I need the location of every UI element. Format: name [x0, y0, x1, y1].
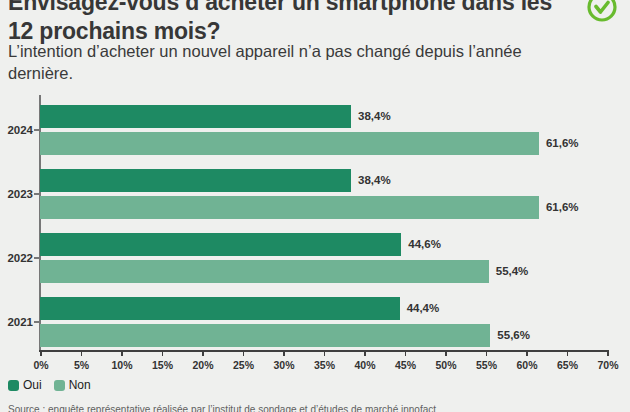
- x-tick-label-30%: 30%: [266, 359, 302, 371]
- legend-item-non: Non: [54, 378, 91, 392]
- bar-oui-2024: [40, 105, 351, 128]
- x-tick-label-60%: 60%: [509, 359, 545, 371]
- legend-label-non: Non: [69, 378, 91, 392]
- plot-area: 2024 38,4% 61,6% 2023 38,4% 61,6% 2022 44,6% 55,…: [0, 95, 630, 375]
- x-tick-0%: [40, 350, 42, 356]
- bar-non-2023: [40, 196, 539, 219]
- bar-value-non-2024: 61,6%: [546, 137, 579, 150]
- bar-oui-2023: [40, 169, 351, 192]
- year-tick-2024: [34, 129, 39, 131]
- x-tick-label-65%: 65%: [550, 359, 586, 371]
- x-tick-label-15%: 15%: [145, 359, 181, 371]
- bar-non-2022: [40, 260, 489, 283]
- x-tick-25%: [243, 350, 245, 356]
- legend-marker-oui: [8, 380, 19, 391]
- source-note: Source : enquête représentative réalisée…: [8, 404, 628, 412]
- year-label-2022: 2022: [0, 251, 33, 265]
- x-tick-65%: [567, 350, 569, 356]
- x-tick-30%: [283, 350, 285, 356]
- x-tick-5%: [81, 350, 83, 356]
- year-tick-2022: [34, 257, 39, 259]
- bar-non-2024: [40, 132, 539, 155]
- bar-value-oui-2024: 38,4%: [358, 110, 391, 123]
- bar-value-oui-2021: 44,4%: [407, 302, 440, 315]
- bar-value-non-2021: 55,6%: [497, 329, 530, 342]
- legend-label-oui: Oui: [23, 378, 42, 392]
- year-label-2023: 2023: [0, 187, 33, 201]
- x-tick-10%: [121, 350, 123, 356]
- year-label-2024: 2024: [0, 123, 33, 137]
- chart-legend: Oui Non: [8, 378, 91, 392]
- bar-oui-2021: [40, 297, 400, 320]
- x-tick-label-50%: 50%: [428, 359, 464, 371]
- infographic: Envisagez-vous d’acheter un smartphone d…: [0, 0, 630, 412]
- x-tick-70%: [607, 350, 609, 356]
- x-tick-label-55%: 55%: [469, 359, 505, 371]
- x-tick-40%: [364, 350, 366, 356]
- x-tick-45%: [405, 350, 407, 356]
- x-tick-label-35%: 35%: [307, 359, 343, 371]
- x-tick-label-25%: 25%: [226, 359, 262, 371]
- x-tick-label-45%: 45%: [388, 359, 424, 371]
- x-tick-20%: [202, 350, 204, 356]
- x-tick-label-20%: 20%: [185, 359, 221, 371]
- bar-non-2021: [40, 324, 490, 347]
- bar-value-non-2023: 61,6%: [546, 201, 579, 214]
- legend-item-oui: Oui: [8, 378, 42, 392]
- x-tick-label-40%: 40%: [347, 359, 383, 371]
- bar-oui-2022: [40, 233, 401, 256]
- bar-value-oui-2022: 44,6%: [408, 238, 441, 251]
- x-tick-50%: [445, 350, 447, 356]
- check-mark: [596, 3, 608, 13]
- green-check-circle-icon: [586, 0, 618, 23]
- x-tick-15%: [162, 350, 164, 356]
- x-tick-label-0%: 0%: [23, 359, 59, 371]
- year-tick-2023: [34, 193, 39, 195]
- bar-value-non-2022: 55,4%: [496, 265, 529, 278]
- x-tick-60%: [526, 350, 528, 356]
- x-tick-35%: [324, 350, 326, 356]
- x-tick-55%: [486, 350, 488, 356]
- year-label-2021: 2021: [0, 315, 33, 329]
- bar-value-oui-2023: 38,4%: [358, 174, 391, 187]
- chart-subtitle: L’intention d’acheter un nouvel appareil…: [8, 40, 588, 84]
- x-tick-label-5%: 5%: [64, 359, 100, 371]
- x-tick-label-70%: 70%: [590, 359, 626, 371]
- chart-title-line-1: Envisagez-vous d’acheter un smartphone d…: [8, 0, 583, 17]
- legend-marker-non: [54, 380, 65, 391]
- x-tick-label-10%: 10%: [104, 359, 140, 371]
- year-tick-2021: [34, 321, 39, 323]
